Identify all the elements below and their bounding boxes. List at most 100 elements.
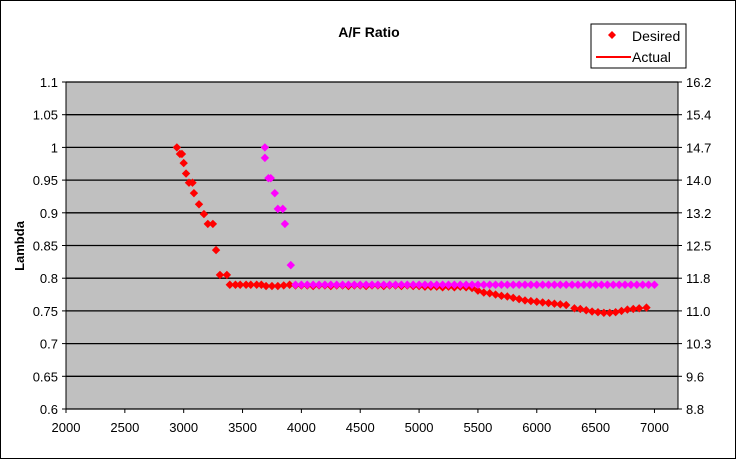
y-tick-label: 0.65 [33,369,58,384]
legend-diamond-icon [608,31,616,39]
magenta-point [373,280,383,289]
magenta-point [260,153,270,163]
magenta-point [544,280,553,289]
magenta-point [367,280,377,289]
magenta-point [303,280,312,289]
magenta-point [260,143,270,152]
magenta-point [391,280,400,289]
desired-point [556,300,565,309]
magenta-point [397,280,406,289]
desired-point [194,200,204,209]
desired-point [526,296,536,306]
desired-point [642,303,651,312]
magenta-point [567,280,577,289]
desired-point [617,306,626,316]
desired-point [599,308,609,318]
magenta-point [270,188,279,198]
magenta-point [361,280,371,289]
y2-tick-label: 16.2 [686,75,711,90]
desired-point [179,158,188,168]
magenta-point [514,280,524,289]
magenta-point [291,280,300,289]
x-tick-label: 4500 [346,420,375,435]
y-tick-label: 0.95 [33,173,58,188]
magenta-point [438,280,447,289]
desired-point [208,219,218,229]
y2-tick-label: 9.6 [686,369,704,384]
desired-point [497,291,506,301]
magenta-point [609,280,618,289]
legend-label-desired: Desired [632,28,680,44]
magenta-point [485,280,494,289]
desired-point [550,299,559,308]
plot-area: 1.1 1.05 1 0.95 0.9 0.85 0.8 0.75 0.7 0.65 0.6 16.2… [33,75,712,435]
magenta-point [561,280,571,289]
magenta-point [603,280,612,289]
magenta-point [644,280,653,289]
magenta-point [326,280,336,289]
desired-point [520,296,530,305]
y-tick-label: 1.1 [40,75,58,90]
magenta-point [420,280,430,289]
desired-point [485,289,494,298]
y-tick-label: 1.05 [33,108,58,123]
magenta-point [591,280,600,289]
desired-point [538,298,547,307]
magenta-point [573,280,583,289]
magenta-point [497,280,506,289]
y-tick-label: 0.75 [33,304,58,319]
x-tick-label: 5000 [405,420,434,435]
desired-point [514,294,524,304]
desired-point [570,304,579,313]
y2-tick-label: 14.7 [686,140,711,155]
desired-point [203,219,213,229]
desired-point [189,188,199,198]
desired-point [246,280,255,289]
desired-point [587,307,597,316]
legend-label-actual: Actual [632,49,671,65]
magenta-point [308,280,318,289]
x-tick-label: 2000 [52,420,81,435]
y-tick-label: 0.6 [40,402,58,417]
magenta-point [597,280,606,289]
y2-tick-label: 10.3 [686,337,711,352]
magenta-point [278,204,287,214]
y2-tick-label: 11.0 [686,304,710,319]
magenta-point [473,280,483,289]
desired-point [215,270,225,280]
legend-box [590,23,687,69]
desired-point [605,308,614,318]
y2-tick-label: 15.4 [686,108,711,123]
magenta-point [503,280,512,289]
magenta-point [491,280,500,289]
magenta-point [320,280,330,289]
magenta-point [638,280,647,289]
magenta-point [403,280,412,289]
desired-point [593,308,603,317]
magenta-point [526,280,536,289]
magenta-point [332,280,341,289]
y-tick-label: 0.8 [40,271,58,286]
y2-tick-label: 14.0 [686,173,711,188]
desired-point [582,306,591,315]
magenta-point [467,280,477,289]
magenta-point [350,280,359,289]
magenta-point [432,280,441,289]
y2-tick-label: 13.2 [686,206,711,221]
magenta-point [286,260,295,270]
desired-point [479,288,489,297]
magenta-point [620,280,630,289]
desired-point [222,270,232,280]
magenta-point [266,173,275,183]
desired-point [561,300,571,310]
y2-tick-label: 8.8 [686,402,704,417]
magenta-point [450,280,459,289]
desired-point [267,281,277,291]
desired-point [532,297,541,306]
magenta-point [338,280,347,289]
x-tick-label: 3000 [169,420,198,435]
desired-point [225,280,235,289]
desired-point [181,169,191,178]
